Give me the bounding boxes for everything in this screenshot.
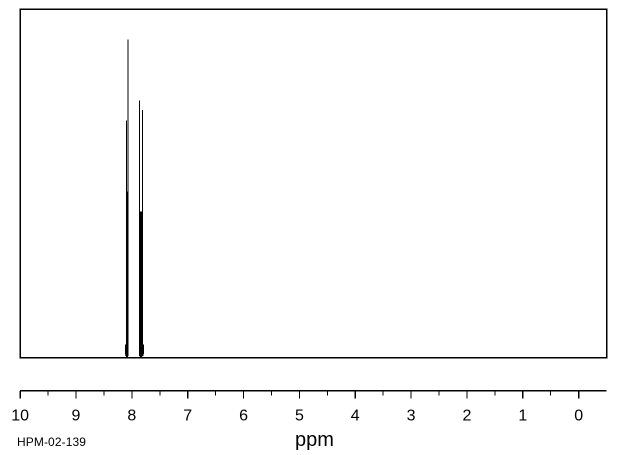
svg-text:9: 9 bbox=[72, 407, 81, 424]
svg-text:2: 2 bbox=[463, 407, 472, 424]
svg-text:1: 1 bbox=[518, 407, 527, 424]
svg-text:7: 7 bbox=[183, 407, 192, 424]
svg-text:0: 0 bbox=[574, 407, 583, 424]
svg-text:4: 4 bbox=[351, 407, 360, 424]
svg-text:5: 5 bbox=[295, 407, 304, 424]
svg-text:8: 8 bbox=[127, 407, 136, 424]
svg-text:3: 3 bbox=[407, 407, 416, 424]
svg-text:10: 10 bbox=[11, 407, 29, 424]
svg-text:6: 6 bbox=[239, 407, 248, 424]
